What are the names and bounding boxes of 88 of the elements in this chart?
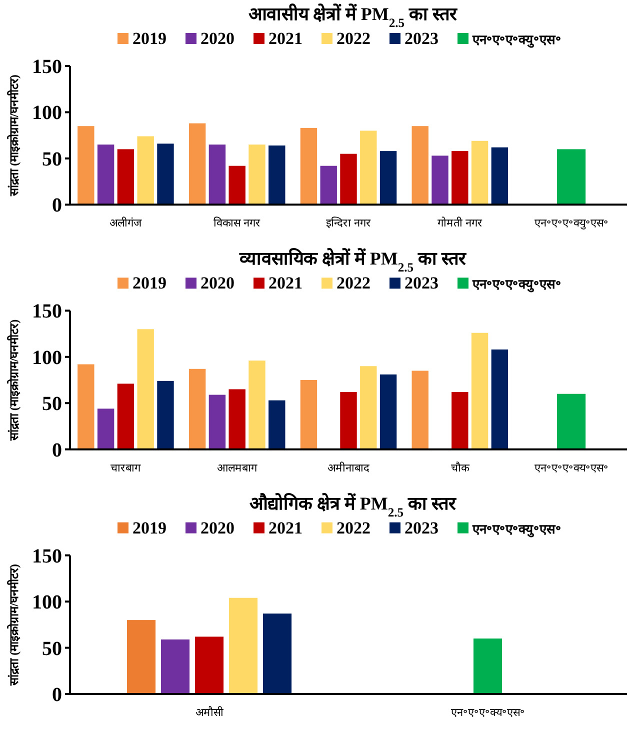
legend-label: 2020 [200,29,234,48]
bar [78,364,94,450]
x-tick-label: विकास नगर [214,216,260,230]
bar [157,144,174,205]
legend-label: एन॰ए॰ए॰क्यु॰एस॰ [472,276,562,293]
bar [78,126,94,205]
bar [188,123,206,205]
bar [97,408,114,450]
y-tick-label: 50 [42,638,62,660]
y-tick-label: 150 [32,56,62,78]
legend-label: 2023 [404,518,438,538]
bar [248,144,266,205]
chart-title: व्यावसायिक क्षेत्रों में PM$_{2.5}$ का स्तर [238,248,467,275]
y-tick-label: 100 [32,346,62,369]
bar [117,384,134,450]
legend-label: 2020 [200,518,234,538]
y-axis-title: सांद्रता (माइक्रोग्राम/घनमीटर) [7,319,21,442]
x-tick-label: आलमबाग [217,462,258,474]
bar [228,166,246,205]
y-tick-label: 150 [32,545,62,568]
bar [432,156,448,205]
bar [268,146,286,205]
bar [340,154,357,205]
bar [557,149,586,205]
y-tick-label: 0 [52,684,62,706]
bar [557,394,586,450]
chart-title: औद्योगिक क्षेत्र में PM$_{2.5}$ का स्तर [249,492,457,520]
bar [300,128,318,205]
legend-label: 2022 [336,518,370,538]
legend-label: 2022 [336,29,370,48]
legend-label: 2021 [268,29,302,48]
legend-label: 2021 [268,274,302,293]
x-tick-label: अलीगंज [110,216,143,230]
bar [412,126,428,205]
y-tick-label: 50 [42,393,62,416]
y-tick-label: 100 [32,102,62,124]
legend-label: 2021 [268,518,302,538]
y-tick-label: 0 [52,194,62,217]
bar [491,349,508,450]
bar [208,394,226,450]
bar [360,130,377,205]
legend-label: 2023 [404,274,438,293]
bar [412,370,428,450]
bar [452,151,468,205]
x-tick-label: अमौसी [195,706,224,719]
bar [117,149,134,205]
x-tick-label: चारबाग [110,462,142,474]
y-axis-title: सांद्रता (माइक्रोग्राम/घनमीटर) [7,564,21,686]
y-tick-label: 150 [32,300,62,323]
bar [452,392,468,450]
bar [228,389,246,450]
x-tick-label: अमीनाबाद [328,461,370,474]
legend-label: 2020 [200,274,234,293]
bar [157,380,174,450]
y-axis-title: सांद्रता (माइक्रोग्राम/घनमीटर) [7,74,21,197]
bar [380,374,397,450]
chart-title: आवासीय क्षेत्रों में PM$_{2.5}$ का स्तर [248,3,458,30]
legend-label: 2019 [132,518,166,538]
legend-label: 2023 [404,29,438,48]
legend-label: एन॰ए॰ए॰क्यु॰एस॰ [472,521,562,538]
bar [300,380,318,450]
x-tick-label: एन॰ए॰ए॰क्य॰एस॰ [534,462,608,474]
bar [340,392,357,450]
x-tick-label: एन॰ए॰ए॰क्यु॰एस॰ [534,218,608,230]
x-tick-label: चौक [450,461,470,474]
bar [137,329,154,450]
y-tick-label: 50 [42,148,62,170]
y-tick-label: 100 [32,592,62,614]
bar [491,147,508,205]
bar [360,366,377,450]
bar [208,144,226,205]
bar [320,166,337,205]
legend-label: एन॰ए॰ए॰क्यु॰एस॰ [472,32,562,48]
y-tick-label: 0 [52,439,62,462]
bar [380,151,397,205]
bar [97,144,114,205]
bar [471,332,488,450]
bar [268,400,286,450]
legend-label: 2019 [132,274,166,293]
bar [471,140,488,205]
x-tick-label: गोमती नगर [438,216,482,230]
x-tick-label: इन्दिरा नगर [326,216,371,230]
bar [248,360,266,450]
bar [188,368,206,450]
legend-label: 2022 [336,274,370,293]
legend-label: 2019 [132,29,166,48]
bar [137,136,154,205]
x-tick-label: एन॰ए॰ए॰क्य॰एस॰ [450,707,525,719]
